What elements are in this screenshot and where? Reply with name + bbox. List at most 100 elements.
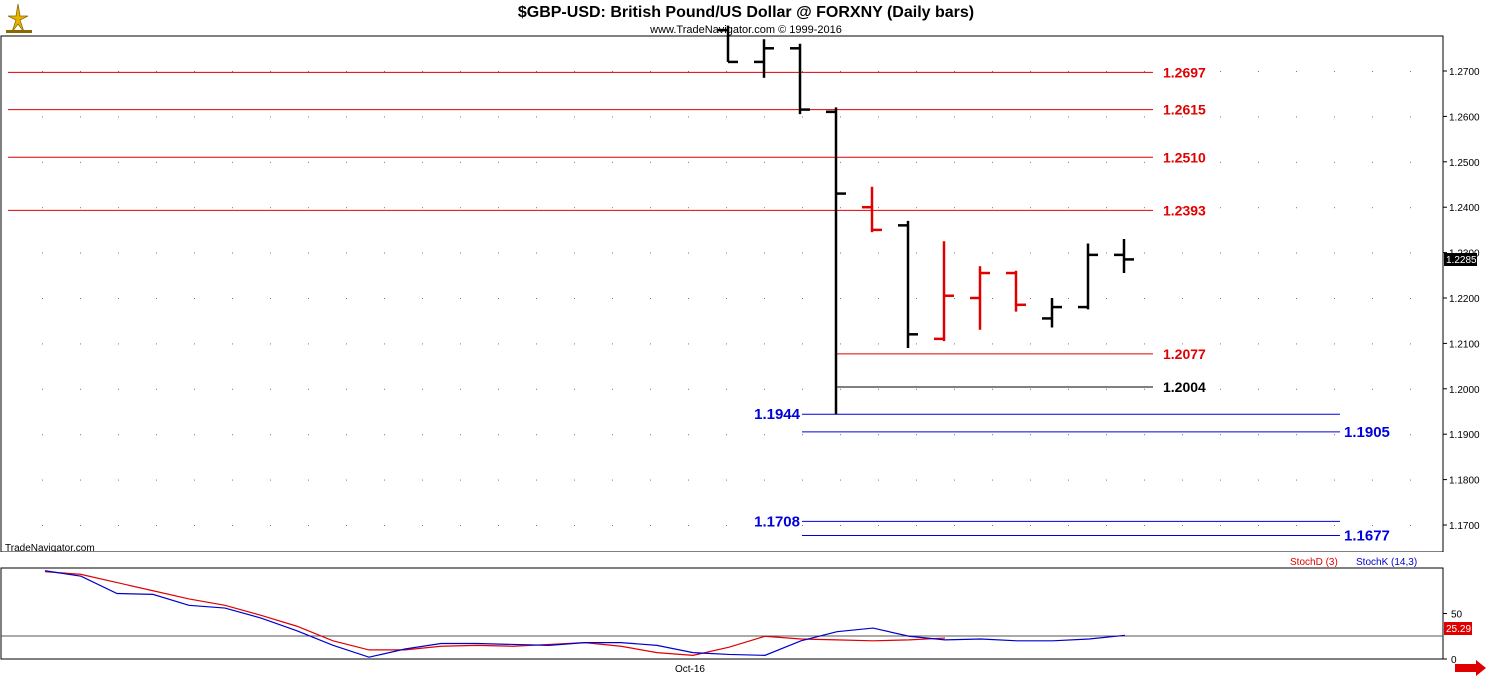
grid-dot xyxy=(1030,388,1031,390)
grid-dot xyxy=(878,116,879,118)
grid-dot xyxy=(384,479,385,481)
stochastic-value-badge: 25.29 xyxy=(1444,622,1472,635)
grid-dot xyxy=(1220,298,1221,299)
grid-dot xyxy=(1144,525,1145,526)
grid-dot xyxy=(954,116,955,118)
grid-dot xyxy=(422,298,423,299)
level-label: 1.1708 xyxy=(754,513,800,530)
grid-dot xyxy=(688,116,689,118)
trade-navigator-logo-icon xyxy=(6,3,32,33)
grid-dot xyxy=(536,161,537,163)
grid-dot xyxy=(650,343,651,345)
grid-dot xyxy=(1410,116,1411,118)
grid-dot xyxy=(612,116,613,118)
grid-dot xyxy=(270,479,271,481)
grid-dot xyxy=(42,116,43,118)
grid-dot xyxy=(1258,343,1259,345)
level-label: 1.2697 xyxy=(1163,64,1206,80)
grid-dot xyxy=(954,434,955,436)
grid-dot xyxy=(1296,252,1297,254)
grid-dot xyxy=(840,252,841,254)
grid-dot xyxy=(878,252,879,254)
grid-dot xyxy=(1410,434,1411,436)
grid-dot xyxy=(992,71,993,72)
grid-dot xyxy=(346,525,347,526)
grid-dot xyxy=(384,343,385,345)
grid-dot xyxy=(308,298,309,299)
grid-dot xyxy=(878,71,879,72)
grid-dot xyxy=(308,207,309,209)
price-tick-label: 1.1700 xyxy=(1449,521,1480,532)
grid-dot xyxy=(916,298,917,299)
grid-dot xyxy=(802,343,803,345)
grid-dot xyxy=(1106,71,1107,72)
grid-dot xyxy=(764,252,765,254)
grid-dot xyxy=(156,116,157,118)
grid-dot xyxy=(1334,71,1335,72)
ohlc-bar xyxy=(862,186,882,233)
grid-dot xyxy=(1410,71,1411,72)
grid-dot xyxy=(1182,388,1183,390)
grid-dot xyxy=(726,343,727,345)
level-label: 1.2004 xyxy=(1163,379,1206,395)
grid-dot xyxy=(498,388,499,390)
ohlc-bar xyxy=(934,241,954,342)
grid-dot xyxy=(384,252,385,254)
grid-dot xyxy=(422,116,423,118)
grid-dot xyxy=(1296,388,1297,390)
stochastic-lines xyxy=(1,570,1443,658)
grid-dot xyxy=(574,525,575,526)
grid-dot xyxy=(1296,525,1297,526)
grid-dot xyxy=(1334,298,1335,299)
grid-dot xyxy=(1106,388,1107,390)
price-tick-label: 1.2700 xyxy=(1449,67,1480,78)
grid-dot xyxy=(1372,343,1373,345)
grid-dot xyxy=(1220,161,1221,163)
scroll-right-arrow-icon[interactable] xyxy=(1455,660,1486,676)
grid-dot xyxy=(1372,388,1373,390)
grid-dot xyxy=(992,161,993,163)
grid-dot xyxy=(498,207,499,209)
ohlc-bar xyxy=(1006,270,1026,312)
grid-dot xyxy=(1068,434,1069,436)
grid-dot xyxy=(232,525,233,526)
grid-dot xyxy=(878,525,879,526)
grid-dot xyxy=(916,207,917,209)
grid-dot xyxy=(42,525,43,526)
grid-dot xyxy=(1372,525,1373,526)
grid-dot xyxy=(1334,388,1335,390)
grid-dot xyxy=(1144,161,1145,163)
grid-dot xyxy=(764,116,765,118)
grid-dot xyxy=(840,116,841,118)
grid-dot xyxy=(688,252,689,254)
grid-dot xyxy=(612,252,613,254)
grid-dot xyxy=(992,298,993,299)
grid-dot xyxy=(460,434,461,436)
grid-dot xyxy=(422,479,423,481)
grid-dot xyxy=(118,434,119,436)
level-label: 1.1677 xyxy=(1344,527,1390,544)
grid-dot xyxy=(1258,434,1259,436)
grid-dot xyxy=(1334,252,1335,254)
grid-dot xyxy=(878,479,879,481)
grid-dot xyxy=(1030,207,1031,209)
grid-dot xyxy=(422,71,423,72)
grid-dot xyxy=(270,434,271,436)
grid-dot xyxy=(1144,298,1145,299)
grid-dot xyxy=(574,71,575,72)
grid-dot xyxy=(346,161,347,163)
grid-dot xyxy=(308,116,309,118)
grid-dot xyxy=(764,161,765,163)
ohlc-bar xyxy=(1078,243,1098,310)
grid-dot xyxy=(612,71,613,72)
grid-dot xyxy=(1334,207,1335,209)
grid-dot xyxy=(916,161,917,163)
grid-dot xyxy=(1030,434,1031,436)
grid-dot xyxy=(688,161,689,163)
grid-dot xyxy=(118,388,119,390)
grid-dot xyxy=(536,388,537,390)
grid-dot xyxy=(1068,479,1069,481)
grid-dot xyxy=(384,161,385,163)
grid-dot xyxy=(1106,252,1107,254)
